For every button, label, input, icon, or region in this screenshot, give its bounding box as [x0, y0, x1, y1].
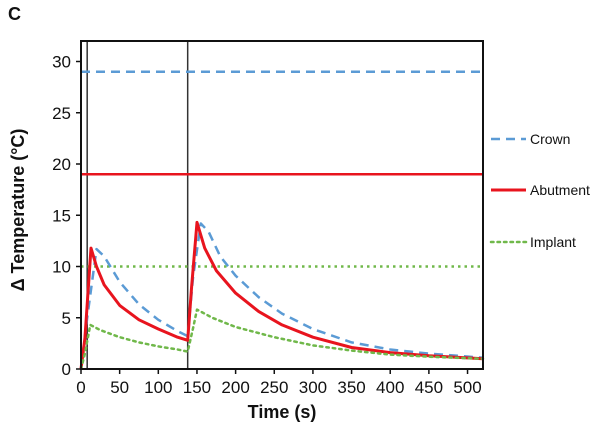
x-tick-label: 250	[260, 378, 288, 397]
y-tick-label: 20	[52, 155, 71, 174]
y-tick-label: 15	[52, 206, 71, 225]
x-tick-label: 100	[144, 378, 172, 397]
y-axis-title: Δ Temperature (°C)	[8, 129, 28, 292]
x-tick-label: 500	[453, 378, 481, 397]
legend-label-abutment: Abutment	[530, 182, 590, 198]
x-tick-label: 450	[415, 378, 443, 397]
legend-label-implant: Implant	[530, 234, 576, 250]
y-tick-label: 30	[52, 53, 71, 72]
y-tick-label: 0	[62, 360, 71, 379]
abutment-series-line	[79, 220, 484, 370]
x-tick-label: 200	[221, 378, 249, 397]
x-tick-label: 0	[76, 378, 85, 397]
legend-label-crown: Crown	[530, 131, 570, 147]
x-tick-label: 50	[110, 378, 129, 397]
x-tick-label: 150	[183, 378, 211, 397]
implant-series-line	[79, 308, 485, 371]
y-tick-label: 25	[52, 104, 71, 123]
y-tick-label: 10	[52, 258, 71, 277]
panel-label: C	[8, 4, 21, 24]
x-axis-title: Time (s)	[248, 402, 317, 422]
plot-frame	[80, 40, 484, 370]
x-tick-label: 300	[299, 378, 327, 397]
y-tick-label: 5	[62, 309, 71, 328]
legend: Crown Abutment Implant	[489, 131, 590, 250]
x-tick-label: 350	[337, 378, 365, 397]
x-tick-label: 400	[376, 378, 404, 397]
crown-series-line	[79, 222, 484, 370]
